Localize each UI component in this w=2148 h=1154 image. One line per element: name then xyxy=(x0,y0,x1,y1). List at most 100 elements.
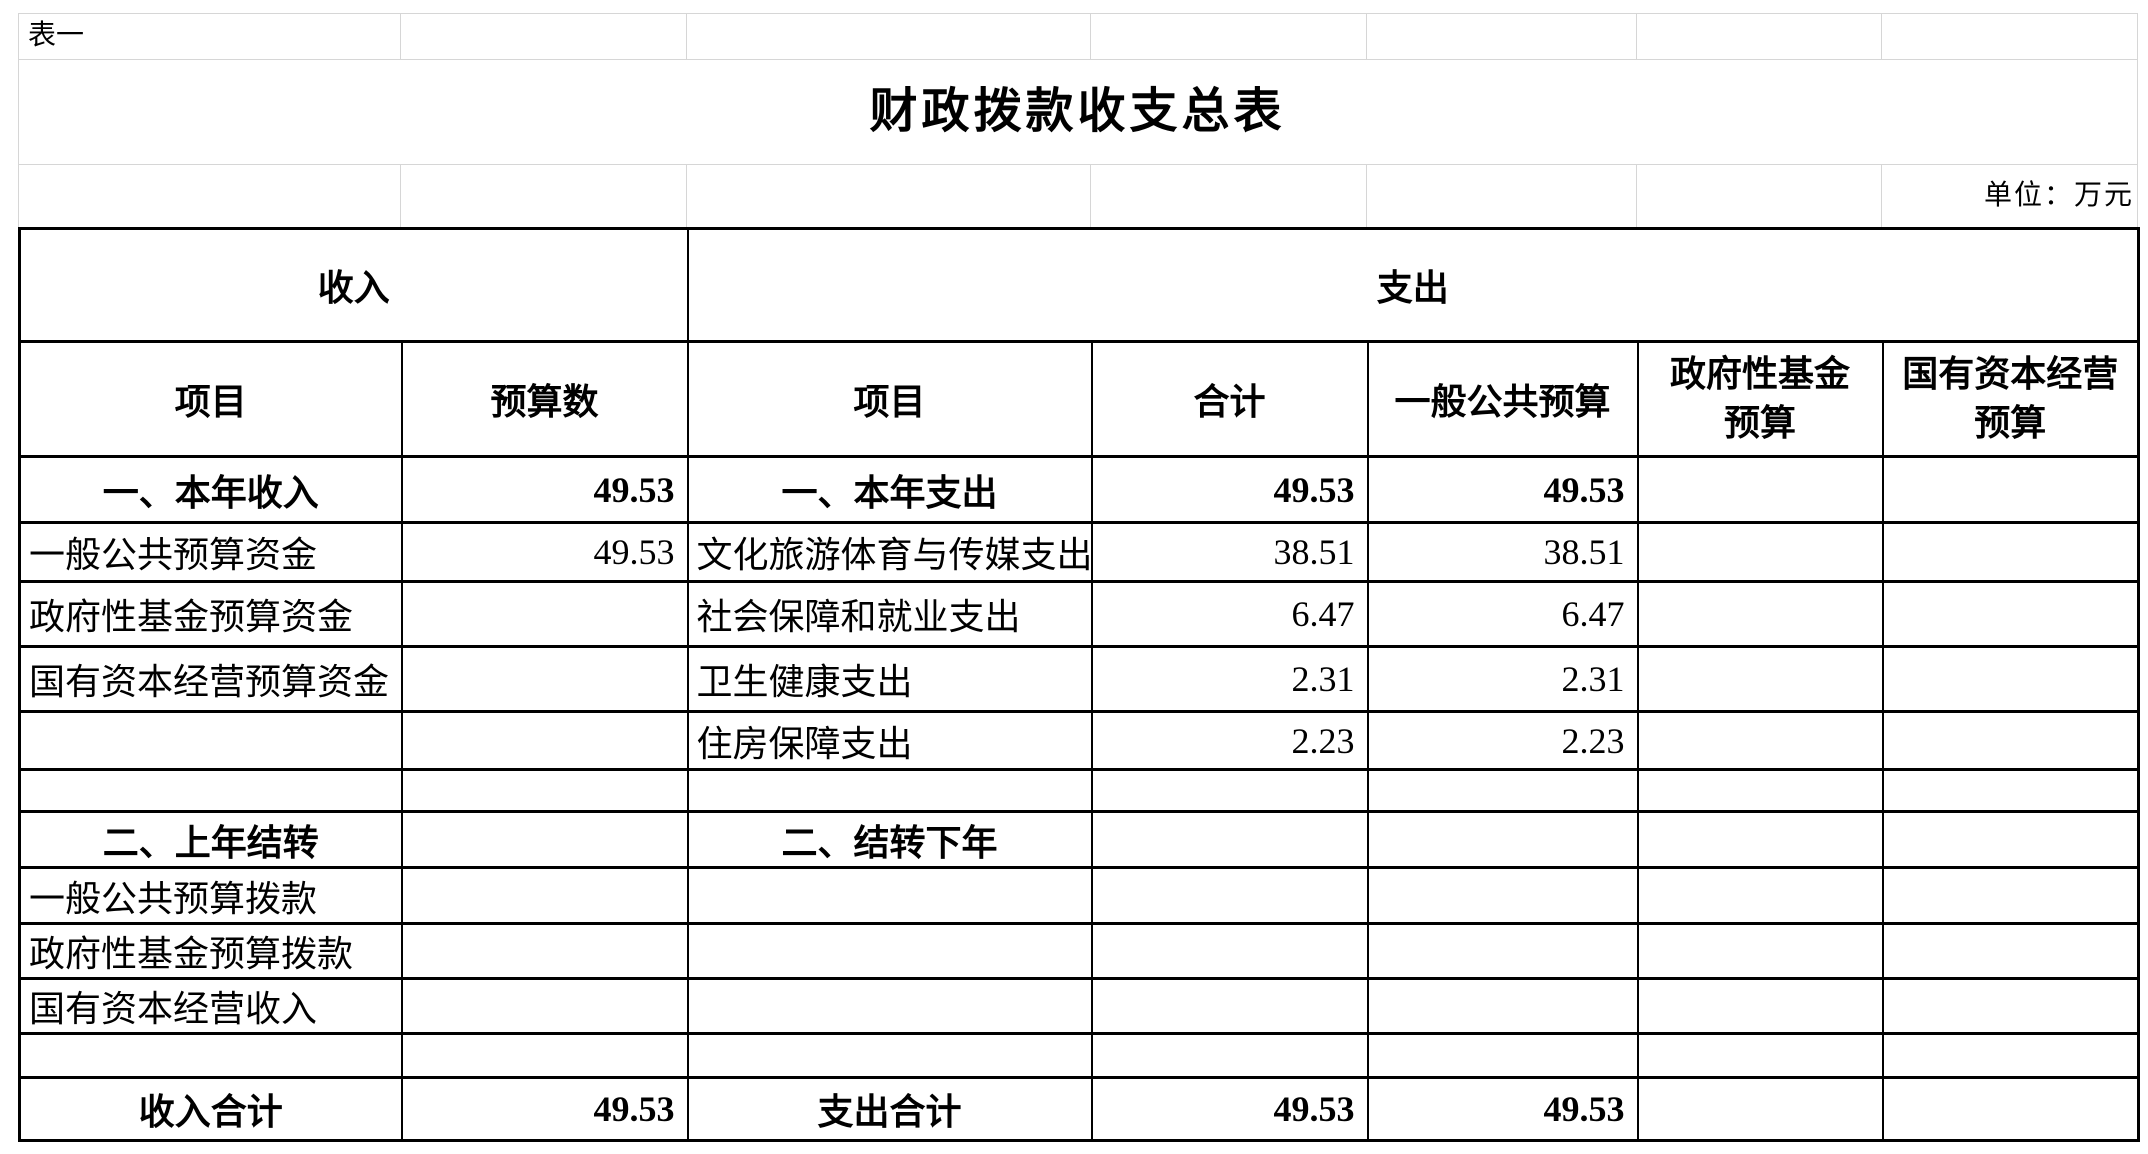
cell-general-public xyxy=(1366,866,1639,925)
cell-expense-item: 住房保障支出 xyxy=(686,710,1093,771)
table-row: 国有资本经营收入 xyxy=(18,977,2140,1035)
cell-state-capital xyxy=(1881,866,2140,925)
table-row: 住房保障支出 2.23 2.23 xyxy=(18,710,2140,771)
cell-gov-fund xyxy=(1636,521,1884,583)
cell-expense-total: 49.53 xyxy=(1090,455,1369,524)
cell-expense-item: 二、结转下年 xyxy=(686,810,1093,869)
cell-income-value: 49.53 xyxy=(400,455,689,524)
col-header-gov-fund-budget: 政府性基金预算 xyxy=(1636,340,1884,458)
table-row: 一般公共预算资金 49.53 文化旅游体育与传媒支出 38.51 38.51 xyxy=(18,521,2140,583)
col-header-income-item: 项目 xyxy=(18,340,403,458)
cell-state-capital xyxy=(1881,1076,2140,1142)
col-header-state-capital-budget: 国有资本经营预算 xyxy=(1881,340,2140,458)
cell-income-total-value: 49.53 xyxy=(400,1076,689,1142)
gridline xyxy=(400,13,401,59)
cell-expense-total xyxy=(1090,768,1369,813)
cell-income-value xyxy=(400,810,689,869)
cell-state-capital xyxy=(1881,1032,2140,1079)
cell-general-public: 6.47 xyxy=(1366,580,1639,648)
cell-general-public: 49.53 xyxy=(1366,455,1639,524)
cell-expense-item: 文化旅游体育与传媒支出 xyxy=(686,521,1093,583)
cell-state-capital xyxy=(1881,455,2140,524)
table-row xyxy=(18,768,2140,813)
expense-group-header: 支出 xyxy=(686,227,2140,343)
cell-gov-fund xyxy=(1636,977,1884,1035)
gridline xyxy=(400,164,401,227)
cell-gov-fund xyxy=(1636,645,1884,713)
cell-expense-total xyxy=(1090,810,1369,869)
cell-expense-total-label: 支出合计 xyxy=(686,1076,1093,1142)
cell-state-capital xyxy=(1881,977,2140,1035)
cell-expense-item: 社会保障和就业支出 xyxy=(686,580,1093,648)
page-title: 财政拨款收支总表 xyxy=(869,85,1286,138)
gridline xyxy=(686,164,687,227)
cell-income-item: 一般公共预算拨款 xyxy=(18,866,403,925)
gridline xyxy=(1636,164,1637,227)
table-row: 政府性基金预算拨款 xyxy=(18,922,2140,980)
cell-general-public: 38.51 xyxy=(1366,521,1639,583)
cell-gov-fund xyxy=(1636,768,1884,813)
cell-expense-item xyxy=(686,922,1093,980)
cell-income-value xyxy=(400,580,689,648)
col-header-state-capital-budget-text: 国有资本经营预算 xyxy=(1902,353,2119,443)
cell-expense-total: 38.51 xyxy=(1090,521,1369,583)
table-row: 政府性基金预算资金 社会保障和就业支出 6.47 6.47 xyxy=(18,580,2140,648)
cell-general-public: 2.31 xyxy=(1366,645,1639,713)
cell-income-item xyxy=(18,710,403,771)
cell-expense-total: 2.31 xyxy=(1090,645,1369,713)
cell-state-capital xyxy=(1881,922,2140,980)
cell-expense-item xyxy=(686,977,1093,1035)
cell-general-public xyxy=(1366,922,1639,980)
column-header-row: 项目 预算数 项目 合计 一般公共预算 政府性基金预算 国有资本经营预算 xyxy=(18,340,2140,458)
cell-income-item: 二、上年结转 xyxy=(18,810,403,869)
cell-expense-total xyxy=(1090,977,1369,1035)
cell-gov-fund xyxy=(1636,1032,1884,1079)
cell-income-value xyxy=(400,710,689,771)
cell-gov-fund xyxy=(1636,710,1884,771)
unit-note: 单位：万元 xyxy=(1983,180,2134,211)
cell-expense-total: 6.47 xyxy=(1090,580,1369,648)
cell-state-capital xyxy=(1881,645,2140,713)
cell-income-item xyxy=(18,1032,403,1079)
cell-general-public xyxy=(1366,977,1639,1035)
cell-income-item: 一、本年收入 xyxy=(18,455,403,524)
income-group-header: 收入 xyxy=(18,227,689,343)
cell-expense-item xyxy=(686,1032,1093,1079)
cell-state-capital xyxy=(1881,810,2140,869)
gridline xyxy=(18,59,2137,60)
cell-income-value xyxy=(400,866,689,925)
cell-income-value xyxy=(400,645,689,713)
table-row: 一、本年收入 49.53 一、本年支出 49.53 49.53 xyxy=(18,455,2140,524)
gridline xyxy=(18,13,2137,14)
cell-general-public: 49.53 xyxy=(1366,1076,1639,1142)
cell-income-item: 政府性基金预算拨款 xyxy=(18,922,403,980)
gridline xyxy=(18,164,2137,165)
cell-income-value xyxy=(400,977,689,1035)
group-header-row: 收入 支出 xyxy=(18,227,2140,343)
cell-general-public xyxy=(1366,1032,1639,1079)
cell-state-capital xyxy=(1881,580,2140,648)
cell-income-total-label: 收入合计 xyxy=(18,1076,403,1142)
cell-gov-fund xyxy=(1636,455,1884,524)
col-header-gov-fund-budget-text: 政府性基金预算 xyxy=(1670,353,1851,443)
gridline xyxy=(1881,164,1882,227)
gridline xyxy=(18,13,19,227)
cell-expense-total xyxy=(1090,1032,1369,1079)
gridline xyxy=(1366,13,1367,59)
cell-expense-item: 卫生健康支出 xyxy=(686,645,1093,713)
cell-expense-item: 一、本年支出 xyxy=(686,455,1093,524)
col-header-total: 合计 xyxy=(1090,340,1369,458)
cell-gov-fund xyxy=(1636,580,1884,648)
gridline xyxy=(1090,13,1091,59)
cell-expense-total xyxy=(1090,866,1369,925)
cell-state-capital xyxy=(1881,710,2140,771)
cell-expense-total: 49.53 xyxy=(1090,1076,1369,1142)
gridline xyxy=(1090,164,1091,227)
cell-income-item: 国有资本经营预算资金 xyxy=(18,645,403,713)
cell-general-public xyxy=(1366,810,1639,869)
cell-income-value xyxy=(400,1032,689,1079)
table-row: 国有资本经营预算资金 卫生健康支出 2.31 2.31 xyxy=(18,645,2140,713)
cell-gov-fund xyxy=(1636,810,1884,869)
cell-expense-total: 2.23 xyxy=(1090,710,1369,771)
